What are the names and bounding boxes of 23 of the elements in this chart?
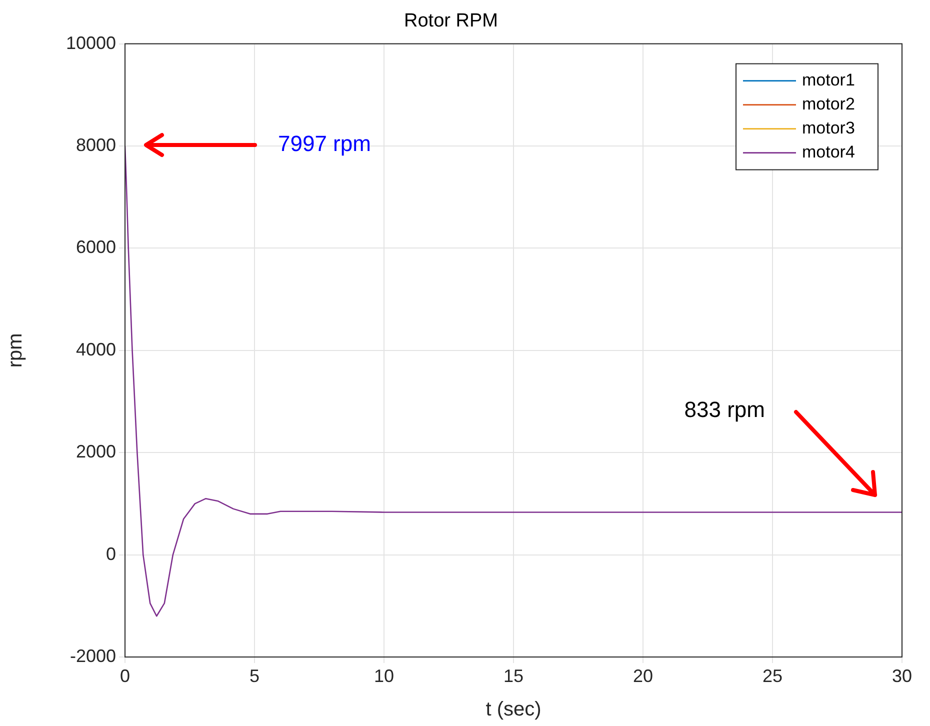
x-tick-label: 15 — [503, 666, 524, 686]
y-tick-label: 4000 — [76, 339, 116, 360]
y-tick-label: 10000 — [66, 32, 116, 53]
y-tick-label: -2000 — [70, 646, 116, 666]
y-tick-label: 0 — [106, 544, 116, 564]
legend-label: motor4 — [802, 142, 855, 162]
y-tick-label: 2000 — [76, 442, 116, 462]
y-tick-label: 6000 — [76, 237, 116, 258]
x-tick-label: 10 — [374, 666, 394, 686]
x-tick-label: 5 — [249, 666, 260, 686]
x-tick-label: 0 — [120, 666, 130, 686]
x-tick-label: 25 — [762, 666, 783, 686]
x-tick-label: 30 — [892, 666, 912, 686]
chart-title: Rotor RPM — [404, 10, 498, 32]
legend-label: motor3 — [802, 118, 855, 138]
legend-label: motor1 — [802, 70, 855, 90]
legend-label: motor2 — [802, 94, 855, 114]
annotation: 7997 rpm — [278, 131, 371, 156]
y-tick-label: 8000 — [76, 134, 116, 155]
x-axis-title: t (sec) — [486, 698, 542, 721]
x-tick-label: 20 — [632, 666, 654, 686]
y-axis-title: rpm — [4, 333, 27, 368]
annotation: 833 rpm — [684, 397, 765, 422]
